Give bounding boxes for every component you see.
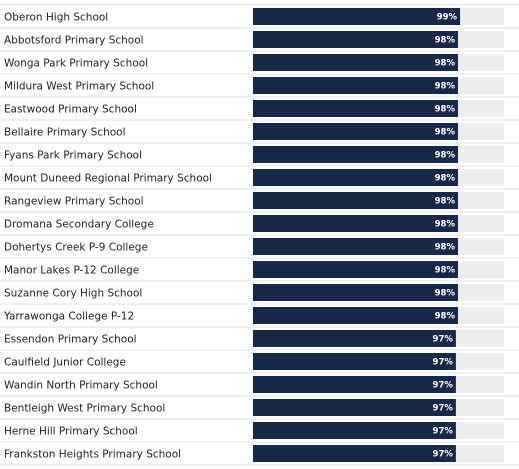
category-label: Mount Duneed Regional Primary School <box>4 173 212 185</box>
bar <box>253 77 458 94</box>
value-label: 98% <box>435 197 456 207</box>
bar-row: Wandin North Primary School 97% <box>0 376 519 397</box>
category-label: Manor Lakes P-12 College <box>4 265 139 277</box>
bar <box>253 146 458 163</box>
bar-row: Abbotsford Primary School 98% <box>0 31 519 52</box>
bar <box>253 445 456 462</box>
bar <box>253 238 458 255</box>
category-label: Abbotsford Primary School <box>4 35 144 47</box>
category-label: Rangeview Primary School <box>4 196 144 208</box>
bar <box>253 399 456 416</box>
value-label: 97% <box>433 335 454 345</box>
bar <box>253 261 458 278</box>
bar <box>253 330 456 347</box>
category-label: Dromana Secondary College <box>4 219 154 231</box>
value-label: 97% <box>433 404 454 414</box>
bar-row: Eastwood Primary School 98% <box>0 100 519 121</box>
value-label: 98% <box>435 220 456 230</box>
category-label: Oberon High School <box>4 12 108 24</box>
category-label: Yarrawonga College P-12 <box>3 311 134 323</box>
value-label: 98% <box>435 243 456 253</box>
category-label: Bentleigh West Primary School <box>4 403 165 415</box>
bar <box>253 8 461 25</box>
category-label: Fyans Park Primary School <box>4 150 142 162</box>
value-label: 98% <box>435 105 456 115</box>
value-label: 98% <box>435 312 456 322</box>
bar-row: Wonga Park Primary School 98% <box>0 54 519 75</box>
category-label: Wonga Park Primary School <box>4 58 148 70</box>
bar-row: Fyans Park Primary School 98% <box>0 146 519 167</box>
value-label: 98% <box>435 266 456 276</box>
bar <box>253 192 458 209</box>
bar-row: Suzanne Cory High School 98% <box>0 284 519 305</box>
bar-row: Herne Hill Primary School 97% <box>0 422 519 443</box>
bar-row: Mount Duneed Regional Primary School 98% <box>0 169 519 190</box>
value-label: 97% <box>433 358 454 368</box>
value-label: 98% <box>435 36 456 46</box>
bar-row: Essendon Primary School 97% <box>0 330 519 351</box>
value-label: 97% <box>433 450 454 460</box>
bar <box>253 169 458 186</box>
bar-row: Dohertys Creek P-9 College 98% <box>0 238 519 259</box>
bar-row: Oberon High School 99% <box>0 8 519 29</box>
bar <box>253 376 456 393</box>
bar <box>253 54 458 71</box>
value-label: 98% <box>435 174 456 184</box>
value-label: 98% <box>435 59 456 69</box>
category-label: Wandin North Primary School <box>4 380 158 392</box>
category-label: Dohertys Creek P-9 College <box>4 242 148 254</box>
value-label: 98% <box>435 128 456 138</box>
value-label: 98% <box>435 82 456 92</box>
bar <box>253 422 456 439</box>
bar-row: Manor Lakes P-12 College 98% <box>0 261 519 282</box>
value-label: 98% <box>435 151 456 161</box>
bar-row: Rangeview Primary School 98% <box>0 192 519 213</box>
bar-row: Yarrawonga College P-12 98% <box>0 307 519 328</box>
category-label: Bellaire Primary School <box>4 127 126 139</box>
value-label: 99% <box>437 13 458 23</box>
category-label: Eastwood Primary School <box>4 104 137 116</box>
bar <box>253 215 458 232</box>
category-label: Caulfield Junior College <box>4 357 126 369</box>
category-label: Essendon Primary School <box>4 334 137 346</box>
bar-row: Frankston Heights Primary School 97% <box>0 445 519 466</box>
value-label: 97% <box>433 427 454 437</box>
bar <box>253 284 458 301</box>
value-label: 97% <box>433 381 454 391</box>
bar-row: Dromana Secondary College 98% <box>0 215 519 236</box>
bar-row: Bentleigh West Primary School 97% <box>0 399 519 420</box>
bar <box>253 123 458 140</box>
bar-row: Caulfield Junior College 97% <box>0 353 519 374</box>
bar <box>253 100 458 117</box>
bar-row: Bellaire Primary School 98% <box>0 123 519 144</box>
bar-row: Mildura West Primary School 98% <box>0 77 519 98</box>
bar <box>253 307 458 324</box>
category-label: Frankston Heights Primary School <box>4 449 181 461</box>
category-label: Suzanne Cory High School <box>4 288 142 300</box>
category-label: Mildura West Primary School <box>4 81 154 93</box>
category-label: Herne Hill Primary School <box>4 426 138 438</box>
value-label: 98% <box>435 289 456 299</box>
bar <box>253 353 456 370</box>
bar <box>253 31 458 48</box>
